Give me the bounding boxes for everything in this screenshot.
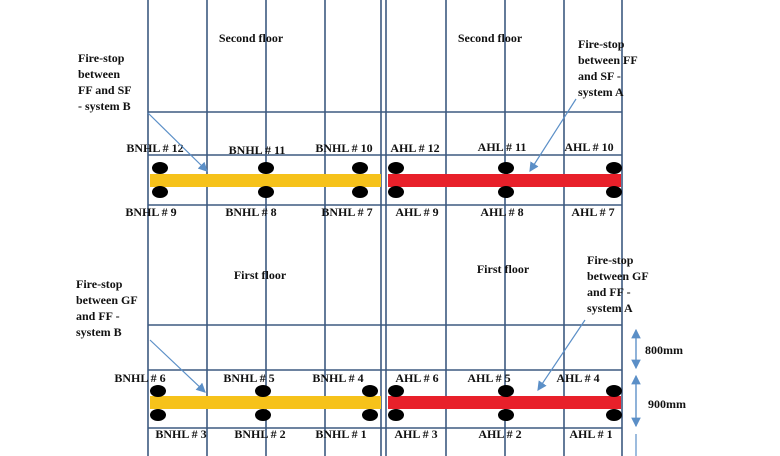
hole-label: AHL # 2 [478,427,521,441]
dimension-label: 900mm [648,397,686,411]
holes [150,162,622,421]
hole-label: AHL # 11 [478,140,527,154]
annotation-line: Fire-stop [78,51,125,65]
annotation-arrows [147,98,586,393]
hole-label: AHL # 9 [395,205,438,219]
annotation-line: - system B [78,99,131,113]
hole-label: BNHL # 9 [125,205,176,219]
annotation-line: system B [76,325,122,339]
annotations: Fire-stop between FF and SF - system B Fire-… [76,37,649,339]
floor-label: Second floor [458,31,523,45]
annotation-line: between [78,67,120,81]
annotation-line: and FF - [587,285,631,299]
annotation-line: and SF - [578,69,621,83]
hole-label: BNHL # 10 [315,141,372,155]
floor-labels: Second floor Second floor First floor Fi… [219,31,530,282]
hole-label: AHL # 5 [467,371,510,385]
hole-label: BNHL # 5 [223,371,274,385]
floor-label: Second floor [219,31,284,45]
hole-labels: BNHL # 12 BNHL # 11 BNHL # 10 AHL # 12 AHL #… [114,140,614,441]
hole-label: AHL # 1 [569,427,612,441]
annotation-line: system A [578,85,624,99]
hole-label: AHL # 8 [480,205,523,219]
hole-label: BNHL # 1 [315,427,366,441]
hole-label: AHL # 10 [564,140,613,154]
hole-label: BNHL # 8 [225,205,276,219]
annotation-line: Fire-stop [587,253,634,267]
hole-label: BNHL # 11 [229,143,286,157]
hole-label: AHL # 3 [394,427,437,441]
floor-label: First floor [477,262,530,276]
hole-label: AHL # 6 [395,371,438,385]
annotation-line: FF and SF [78,83,132,97]
annotation-line: Fire-stop [578,37,625,51]
fire-stop-bars [150,174,621,409]
annotation-line: between GF [587,269,649,283]
hole-label: BNHL # 7 [321,205,372,219]
annotation-line: between GF [76,293,138,307]
hole-label: BNHL # 12 [126,141,183,155]
annotation-line: system A [587,301,633,315]
annotation-line: Fire-stop [76,277,123,291]
hole-label: BNHL # 2 [234,427,285,441]
hole-label: BNHL # 6 [114,371,165,385]
hole-label: BNHL # 4 [312,371,363,385]
hole-label: BNHL # 3 [155,427,206,441]
dimension-label: 800mm [645,343,683,357]
floor-label: First floor [234,268,287,282]
hole-label: AHL # 7 [571,205,614,219]
grid [147,0,623,456]
hole-label: AHL # 12 [390,141,439,155]
annotation-line: and FF - [76,309,120,323]
annotation-line: between FF [578,53,638,67]
hole-label: AHL # 4 [556,371,599,385]
